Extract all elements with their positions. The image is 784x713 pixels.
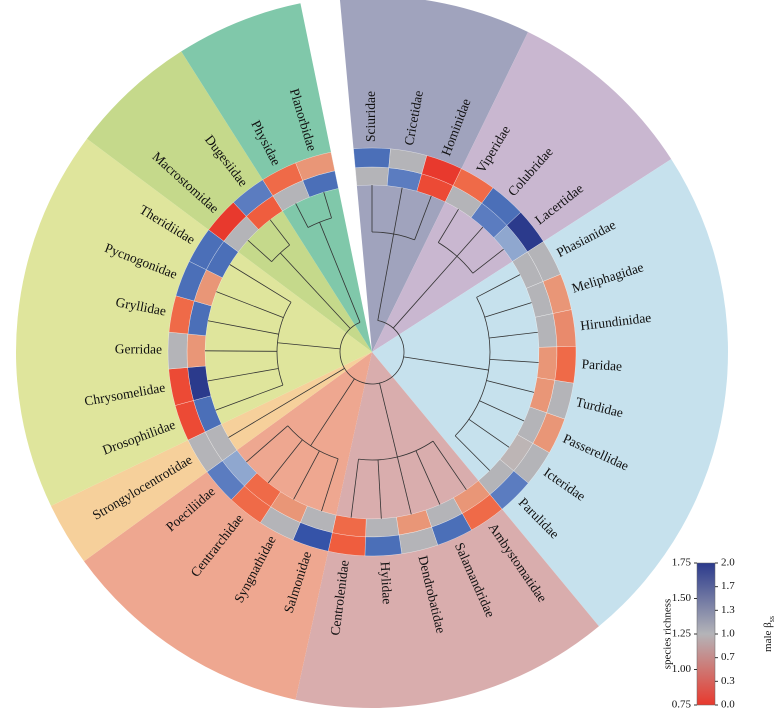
branch (269, 219, 290, 246)
right-title-sub: ss (767, 616, 776, 622)
branch (403, 356, 489, 371)
right-title-main: male β (762, 622, 774, 652)
branch (277, 342, 341, 350)
branch (321, 458, 339, 512)
color-bar (696, 562, 716, 706)
branch (228, 428, 244, 438)
left-tick-label: 1.75 (672, 557, 692, 569)
branch (207, 368, 279, 382)
branch (205, 350, 278, 352)
right-tick-label: 0.7 (721, 651, 735, 663)
branch (310, 378, 355, 446)
branch-arc (271, 244, 290, 262)
branch (377, 233, 395, 321)
branch (279, 252, 351, 329)
branch (456, 226, 484, 257)
right-tick-label: 0.0 (721, 699, 735, 711)
family-label: Paridae (581, 356, 622, 374)
branch (397, 456, 412, 515)
branch (379, 383, 398, 458)
branch (437, 208, 459, 243)
clade-wedge (83, 352, 372, 700)
left-tick-label: 1.50 (672, 592, 692, 604)
branch (229, 264, 292, 303)
outer-cell (167, 331, 189, 370)
branch (484, 302, 532, 318)
branch (350, 459, 359, 518)
branch (393, 187, 403, 235)
right-title: male βss (762, 616, 777, 652)
branch (246, 425, 288, 463)
family-label: Hylidae (378, 561, 395, 605)
rings (167, 147, 577, 557)
branch (242, 368, 345, 430)
branch (415, 450, 441, 505)
right-tick-label: 1.0 (721, 628, 735, 640)
branch (476, 274, 521, 298)
clade-wedge (86, 51, 372, 353)
branch (489, 331, 538, 339)
inner-cell (536, 346, 558, 381)
branch (216, 291, 284, 319)
left-tick-label: 1.00 (672, 663, 692, 675)
inner-cell (186, 333, 206, 368)
clade-wedge (372, 32, 672, 352)
branch (479, 400, 525, 422)
branch (215, 384, 284, 411)
branch (486, 380, 535, 393)
root-arc (339, 320, 405, 385)
branch (267, 439, 303, 484)
branch (247, 239, 272, 262)
left-title: species richness (662, 599, 674, 670)
branch (392, 256, 458, 329)
family-label: Sciuridae (363, 91, 378, 142)
branch (432, 440, 467, 491)
outer-cell (295, 151, 335, 181)
tree (205, 185, 539, 519)
branch (319, 222, 361, 323)
right-tick-label: 1.7 (721, 580, 735, 592)
inner-cell (365, 517, 400, 538)
outer-cell (554, 346, 577, 384)
inner-cell (535, 313, 558, 348)
left-tick-label: 1.25 (672, 628, 692, 640)
branch (468, 419, 510, 448)
outer-cell (364, 534, 402, 557)
branch (414, 195, 432, 240)
branch (472, 248, 504, 274)
branch (323, 192, 332, 219)
branch (489, 359, 539, 363)
family-label: Gerridae (115, 341, 162, 356)
branch (377, 459, 382, 519)
inner-cell (355, 166, 389, 186)
right-tick-label: 2.0 (721, 557, 735, 569)
branch (293, 450, 320, 500)
color-legend: species richness male βss 0.75 1.00 1.25 1.… (662, 557, 777, 711)
branch-arc (307, 217, 332, 228)
branch (207, 320, 279, 335)
right-tick-label: 0.3 (721, 675, 735, 687)
branch (454, 435, 490, 471)
left-tick-label: 0.75 (672, 699, 692, 711)
outer-cell (353, 147, 391, 168)
right-tick-label: 1.3 (721, 604, 735, 616)
branch (295, 203, 309, 228)
